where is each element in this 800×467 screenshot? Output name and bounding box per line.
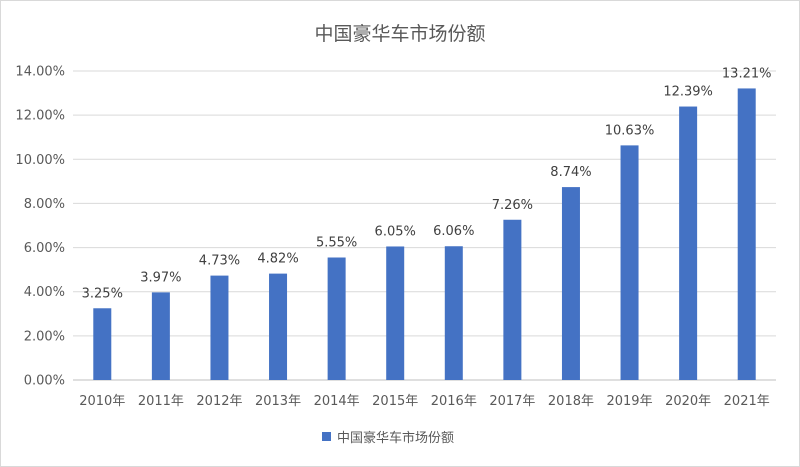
bar (503, 219, 522, 380)
bar (386, 246, 405, 380)
x-tick-label: 2012年 (196, 394, 242, 409)
bar (679, 106, 698, 380)
y-tick-label: 12.00% (15, 109, 65, 124)
data-label: 12.39% (663, 85, 713, 100)
data-label: 6.05% (375, 224, 416, 239)
x-tick-label: 2014年 (314, 394, 360, 409)
bar (93, 308, 112, 380)
x-tick-label: 2019年 (606, 394, 652, 409)
bar (561, 187, 580, 380)
gridlines (73, 70, 776, 381)
data-label: 3.25% (82, 286, 123, 301)
bar (327, 257, 346, 380)
chart-title: 中国豪华车市场份额 (314, 23, 485, 45)
bar (269, 273, 288, 380)
data-label: 8.74% (550, 165, 591, 180)
data-labels: 3.25% 3.97% 4.73% 4.82% 5.55% 6.05% 6.06% 7.26%… (82, 66, 772, 301)
x-tick-label: 2011年 (138, 394, 184, 409)
bar (620, 145, 639, 380)
data-label: 3.97% (140, 270, 181, 285)
legend-swatch (322, 432, 331, 441)
data-label: 6.06% (433, 224, 474, 239)
y-tick-label: 0.00% (24, 374, 65, 389)
y-tick-label: 8.00% (24, 197, 65, 212)
y-axis: 0.00% 2.00% 4.00% 6.00% 8.00% 10.00% 12.00% 14.… (15, 65, 65, 389)
bar (737, 88, 756, 380)
x-tick-label: 2013年 (255, 394, 301, 409)
legend: 中国豪华车市场份额 (322, 430, 454, 446)
data-label: 4.73% (199, 254, 240, 269)
data-label: 10.63% (605, 123, 655, 138)
bar (210, 275, 229, 380)
data-label: 13.21% (722, 66, 772, 81)
data-label: 4.82% (257, 252, 298, 267)
y-tick-label: 2.00% (24, 329, 65, 344)
x-axis: 2010年 2011年 2012年 2013年 2014年 2015年 2016年 2017年… (79, 394, 770, 409)
x-tick-label: 2016年 (431, 394, 477, 409)
x-tick-label: 2020年 (665, 394, 711, 409)
x-tick-label: 2017年 (489, 394, 535, 409)
x-tick-label: 2018年 (548, 394, 594, 409)
bar (444, 246, 463, 380)
y-tick-label: 10.00% (15, 153, 65, 168)
bars (93, 88, 756, 380)
data-label: 7.26% (492, 198, 533, 213)
x-tick-label: 2021年 (724, 394, 770, 409)
y-tick-label: 4.00% (24, 285, 65, 300)
data-label: 5.55% (316, 236, 357, 251)
y-tick-label: 6.00% (24, 241, 65, 256)
y-tick-label: 14.00% (15, 65, 65, 80)
legend-label: 中国豪华车市场份额 (337, 430, 454, 446)
x-tick-label: 2010年 (79, 394, 125, 409)
bar (151, 292, 170, 380)
x-tick-label: 2015年 (372, 394, 418, 409)
